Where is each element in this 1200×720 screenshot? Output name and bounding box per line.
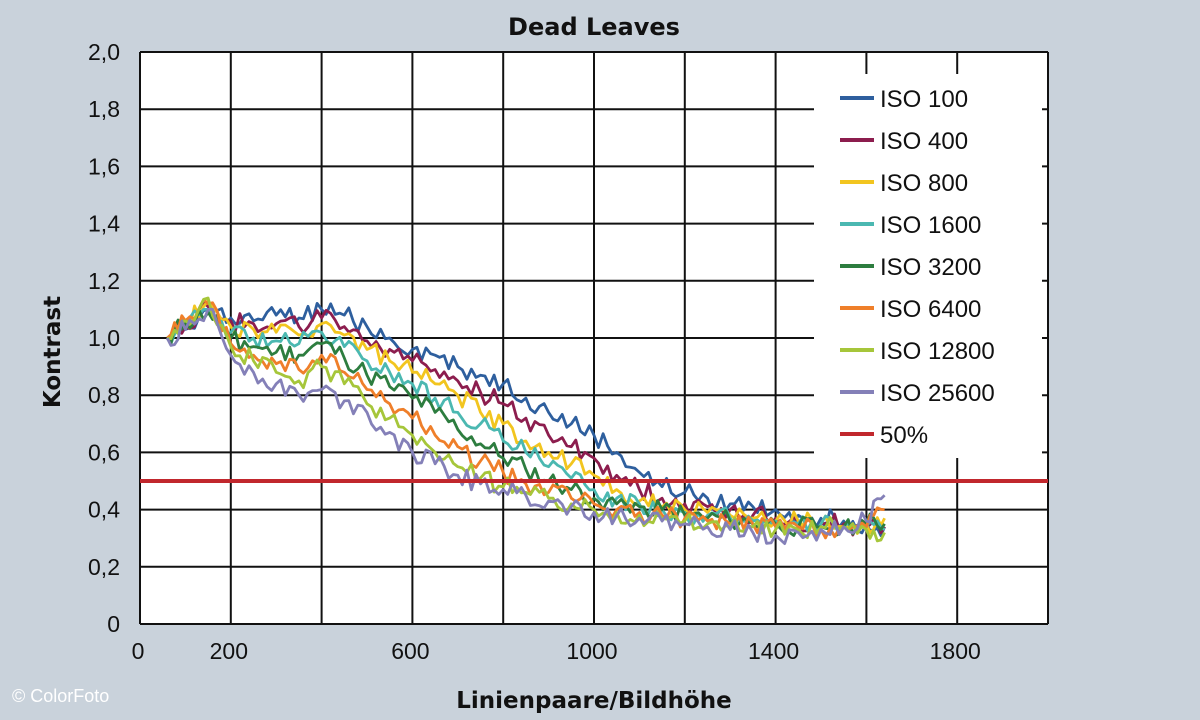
series-line-iso-25600 [165,307,886,545]
legend-label: 50% [880,422,928,449]
legend-label: ISO 400 [880,128,968,155]
x-tick-label: 1400 [748,638,799,664]
y-tick-label: 2,0 [88,39,120,65]
x-tick-label: 1800 [930,638,981,664]
copyright-notice: © ColorFoto [12,686,110,706]
y-tick-labels: 0 0,2 0,4 0,6 0,8 1,0 1,2 1,4 1,6 1,8 2,0 [88,39,120,637]
y-tick-label: 0,2 [88,554,120,580]
legend-label: ISO 12800 [880,338,995,365]
y-axis-label: Kontrast [40,296,66,408]
x-tick-label: 200 [210,638,248,664]
legend-label: ISO 25600 [880,380,995,407]
series-lines [165,296,886,545]
legend-label: ISO 1600 [880,212,981,239]
y-tick-label: 0,8 [88,382,120,408]
legend-label: ISO 800 [880,170,968,197]
series-line-iso-6400 [166,298,885,540]
chart-title: Dead Leaves [508,13,680,41]
y-tick-label: 1,0 [88,325,120,351]
y-tick-label: 1,4 [88,211,120,237]
legend-label: ISO 100 [880,86,968,113]
y-tick-label: 0,6 [88,439,120,465]
x-tick-label: 600 [391,638,429,664]
y-tick-label: 0 [107,611,120,637]
y-tick-label: 1,8 [88,96,120,122]
x-axis-label: Linienpaare/Bildhöhe [456,688,732,714]
x-tick-labels: 0 200 600 1000 1400 1800 [132,638,981,664]
series-line-iso-100 [166,302,886,538]
y-tick-label: 1,2 [88,268,120,294]
series-line-iso-12800 [166,296,886,543]
x-tick-label: 0 [132,638,145,664]
x-tick-label: 1000 [566,638,617,664]
legend-label: ISO 6400 [880,296,981,323]
y-tick-label: 1,6 [88,153,120,179]
legend: ISO 100 ISO 400 ISO 800 ISO 1600 ISO 3200 ISO… [814,74,1042,458]
legend-label: ISO 3200 [880,254,981,281]
y-tick-label: 0,4 [88,497,120,523]
